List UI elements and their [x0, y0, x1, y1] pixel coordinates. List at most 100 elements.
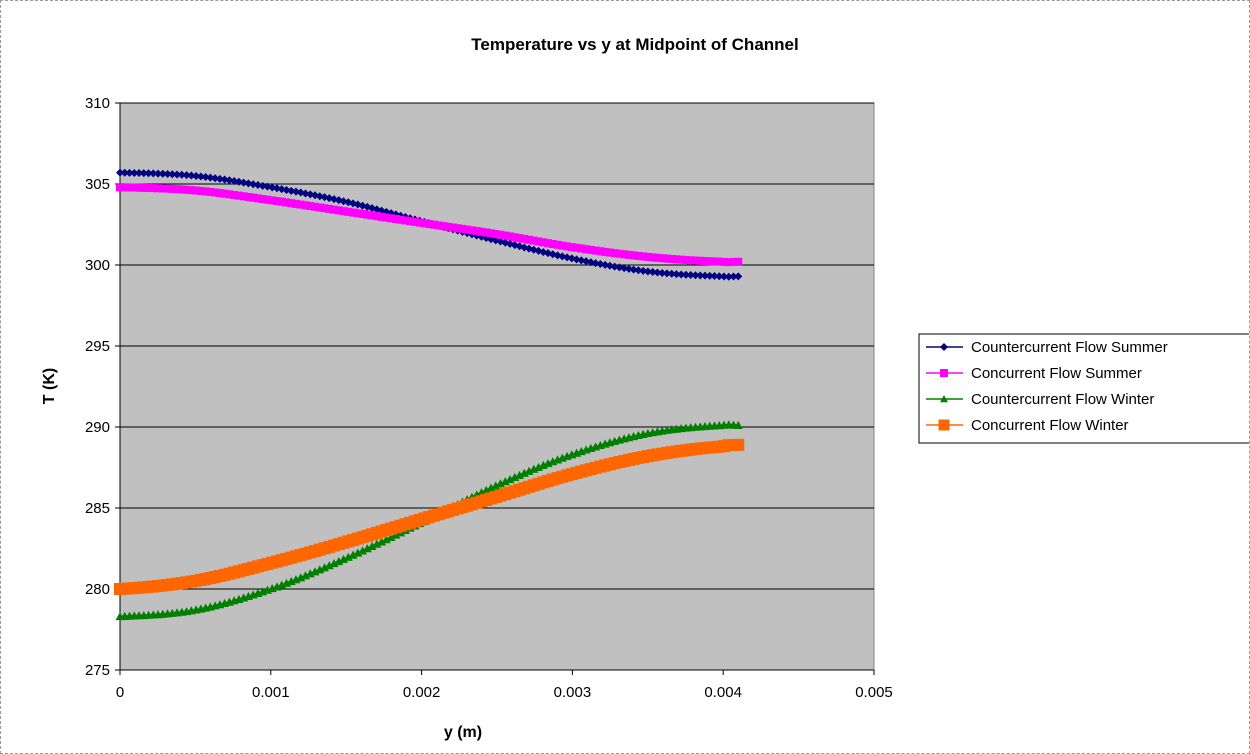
data-point	[495, 479, 505, 488]
data-point	[620, 264, 629, 273]
data-point	[620, 250, 629, 259]
data-point	[710, 272, 719, 281]
data-point	[362, 544, 372, 553]
data-point	[643, 252, 652, 261]
data-point	[339, 554, 349, 563]
data-point	[681, 270, 690, 279]
data-point	[705, 271, 714, 280]
data-point	[539, 238, 548, 247]
data-point	[325, 204, 334, 213]
data-point	[192, 186, 201, 195]
data-point	[496, 230, 505, 239]
data-point	[220, 189, 229, 198]
data-point	[272, 197, 281, 206]
data-point	[135, 183, 144, 192]
data-point	[444, 222, 453, 231]
data-point	[187, 186, 196, 195]
data-point	[720, 257, 729, 266]
legend-box	[918, 333, 1249, 444]
data-point	[320, 563, 330, 572]
data-point	[268, 196, 277, 205]
data-point	[572, 243, 581, 252]
data-point	[381, 535, 391, 544]
data-point	[425, 220, 434, 229]
x-tick-label: 0.005	[855, 684, 893, 701]
data-point	[168, 170, 177, 179]
data-point	[149, 169, 158, 178]
legend: Countercurrent Flow Summer Concurrent Flo…	[918, 333, 1249, 444]
data-point	[434, 221, 443, 230]
chart-title: Temperature vs y at Midpoint of Channel	[471, 35, 798, 54]
data-point	[349, 208, 358, 217]
data-point	[215, 174, 224, 183]
data-point	[249, 193, 258, 202]
data-point	[339, 207, 348, 216]
data-point	[163, 184, 172, 193]
data-point	[334, 556, 344, 566]
data-point	[639, 266, 648, 275]
data-point	[177, 170, 186, 179]
data-point	[648, 253, 657, 262]
data-point	[672, 255, 681, 264]
data-point	[391, 530, 401, 539]
data-point	[187, 171, 196, 180]
data-point	[130, 183, 139, 192]
data-point	[667, 254, 676, 263]
data-point	[125, 183, 134, 192]
data-point	[220, 175, 229, 184]
data-point	[211, 188, 220, 197]
data-point	[225, 176, 234, 185]
data-point	[149, 184, 158, 193]
data-point	[420, 219, 429, 228]
y-tick-label: 295	[85, 338, 110, 355]
data-point	[696, 271, 705, 280]
data-point	[230, 190, 239, 199]
data-point	[491, 230, 500, 239]
data-point	[686, 256, 695, 265]
data-point	[653, 253, 662, 262]
legend-label: Concurrent Flow Winter	[971, 417, 1129, 434]
data-point	[501, 231, 510, 240]
x-ticks: 0 0.001 0.002 0.003 0.004 0.005	[116, 670, 893, 701]
data-point	[596, 247, 605, 256]
legend-marker	[940, 369, 948, 377]
data-point	[329, 559, 339, 568]
data-point	[358, 546, 368, 555]
data-point	[330, 205, 339, 214]
data-point	[629, 251, 638, 260]
data-point	[734, 272, 743, 281]
x-tick-label: 0.003	[554, 684, 592, 701]
data-point	[658, 254, 667, 263]
data-point	[525, 235, 534, 244]
data-point	[472, 227, 481, 236]
data-point	[406, 217, 415, 226]
x-tick-label: 0.002	[403, 684, 441, 701]
data-point	[372, 539, 382, 548]
data-point	[139, 169, 148, 178]
data-point	[615, 249, 624, 258]
data-point	[539, 248, 548, 257]
data-point	[116, 183, 124, 192]
legend-label: Countercurrent Flow Summer	[971, 339, 1168, 356]
data-point	[310, 567, 320, 576]
data-point	[206, 187, 215, 196]
y-tick-label: 310	[85, 95, 110, 112]
x-tick-label: 0.004	[704, 684, 742, 701]
data-point	[372, 212, 381, 221]
data-point	[410, 217, 419, 226]
y-tick-label: 285	[85, 500, 110, 517]
data-point	[653, 268, 662, 277]
data-point	[225, 190, 234, 199]
data-point	[324, 561, 334, 570]
x-tick-label: 0.001	[252, 684, 290, 701]
data-point	[277, 197, 286, 206]
data-point	[196, 172, 205, 181]
data-point	[244, 192, 253, 201]
data-point	[177, 185, 186, 194]
data-point	[387, 214, 396, 223]
data-point	[334, 206, 343, 215]
data-point	[520, 234, 529, 243]
data-point	[662, 269, 671, 278]
data-point	[453, 224, 462, 233]
data-point	[196, 186, 205, 195]
